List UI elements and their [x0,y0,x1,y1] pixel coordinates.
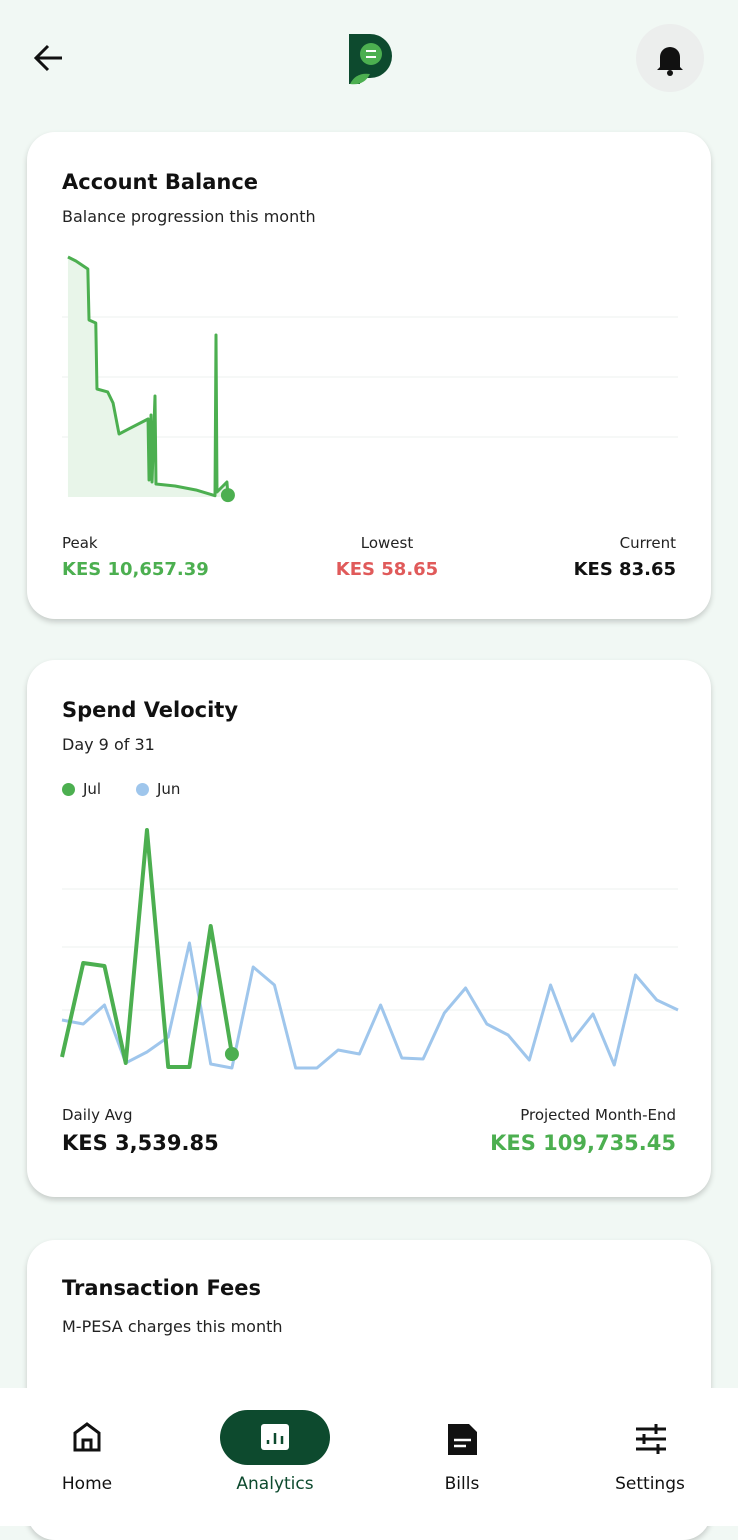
legend-label: Jun [157,780,181,798]
balance-card [27,132,711,619]
stat-value: KES 109,735.45 [490,1131,676,1155]
logo [349,34,392,85]
data-line [61,941,679,1070]
nav-label[interactable]: Home [61,1474,113,1494]
stat-label: Current [619,534,676,552]
nav-label[interactable]: Analytics [236,1474,314,1494]
card-title: Transaction Fees [62,1276,262,1300]
back-button[interactable] [33,44,62,72]
stat-value: KES 3,539.85 [62,1131,219,1155]
header [33,24,704,92]
data-line [60,828,234,1069]
card-title: Spend Velocity [62,698,239,722]
card-subtitle: Balance progression this month [62,207,316,226]
area-fill [67,257,228,497]
legend-label: Jul [83,780,102,798]
card-title: Account Balance [62,170,259,194]
bottom-nav [0,1388,738,1526]
settings-icon[interactable] [636,1427,666,1451]
card-subtitle: M-PESA charges this month [62,1317,283,1336]
velocity-card [27,660,711,1197]
nav-label[interactable]: Settings [615,1474,685,1494]
nav-label[interactable]: Bills [444,1474,480,1494]
legend-swatch [136,783,149,796]
stat-value: KES 83.65 [573,559,676,580]
end-dot [220,488,235,503]
home-icon[interactable] [73,1422,101,1452]
stat-label: Peak [62,534,98,552]
card-subtitle: Day 9 of 31 [62,735,155,754]
notification-button[interactable] [636,24,704,92]
nav-icons [73,1410,666,1465]
end-dot [224,1047,239,1061]
stat-label: Projected Month-End [520,1106,676,1124]
legend-swatch [62,783,75,796]
stat-value: KES 58.65 [335,559,439,580]
stat-label: Lowest [360,534,414,552]
stat-value: KES 10,657.39 [62,559,209,580]
data-line [67,255,230,498]
stat-label: Daily Avg [62,1106,133,1124]
